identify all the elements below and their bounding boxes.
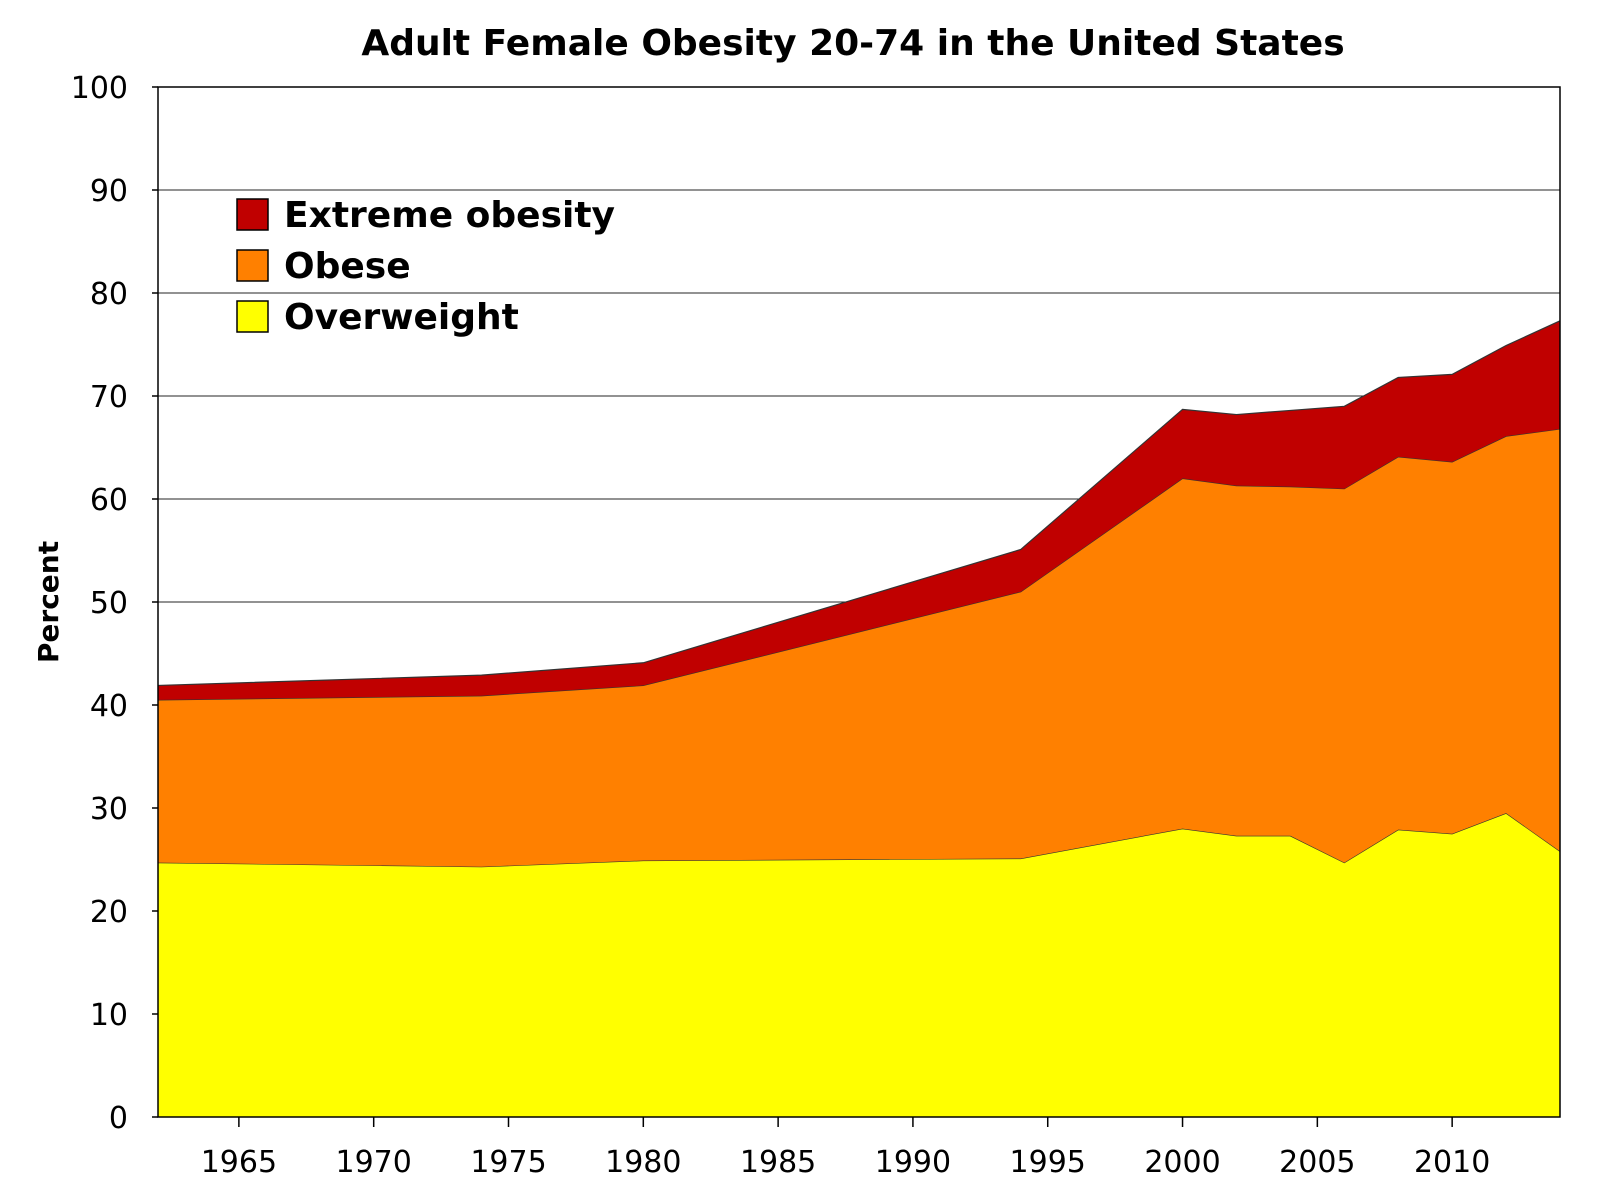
area-overweight: [158, 813, 1560, 1117]
y-tick-label: 80: [90, 277, 128, 312]
area-extreme-obesity: [158, 320, 1560, 700]
x-tick-label: 2000: [1144, 1145, 1220, 1180]
x-axis-ticks: 1965 1970 1975 1980 1985 1990 1995 2000 2005 2010: [201, 1117, 1490, 1180]
y-axis-ticks: 0 10 20 30 40 50 60 70 80 90 100: [71, 71, 158, 1136]
legend: Extreme obesity Obese Overweight: [236, 195, 615, 338]
y-tick-label: 20: [90, 895, 128, 930]
x-tick-label: 1965: [201, 1145, 277, 1180]
chart-title: Adult Female Obesity 20-74 in the United…: [361, 23, 1344, 64]
area-obese: [158, 428, 1560, 867]
legend-swatch-extreme-obesity: [236, 198, 269, 231]
x-tick-label: 2010: [1414, 1145, 1490, 1180]
x-tick-label: 1970: [336, 1145, 412, 1180]
x-tick-label: 2005: [1279, 1145, 1355, 1180]
legend-label-obese: Obese: [284, 246, 411, 287]
y-tick-label: 40: [90, 689, 128, 724]
x-tick-label: 1995: [1010, 1145, 1086, 1180]
legend-label-overweight: Overweight: [284, 297, 519, 338]
y-tick-label: 30: [90, 792, 128, 827]
legend-swatch-overweight: [236, 300, 269, 333]
legend-swatch-obese: [236, 249, 269, 282]
y-tick-label: 90: [90, 174, 128, 209]
x-tick-label: 1985: [740, 1145, 816, 1180]
legend-label-extreme-obesity: Extreme obesity: [284, 195, 615, 236]
y-tick-label: 60: [90, 483, 128, 518]
y-tick-label: 10: [90, 998, 128, 1033]
x-tick-label: 1975: [470, 1145, 546, 1180]
area-edge-extreme-obesity: [157, 320, 1561, 687]
y-tick-label: 70: [90, 380, 128, 415]
y-tick-label: 50: [90, 586, 128, 621]
area-series: [157, 320, 1561, 1117]
y-tick-label: 100: [71, 71, 128, 106]
x-tick-label: 1990: [875, 1145, 951, 1180]
y-axis-label: Percent: [32, 541, 65, 663]
y-tick-label: 0: [109, 1101, 128, 1136]
x-tick-label: 1980: [605, 1145, 681, 1180]
